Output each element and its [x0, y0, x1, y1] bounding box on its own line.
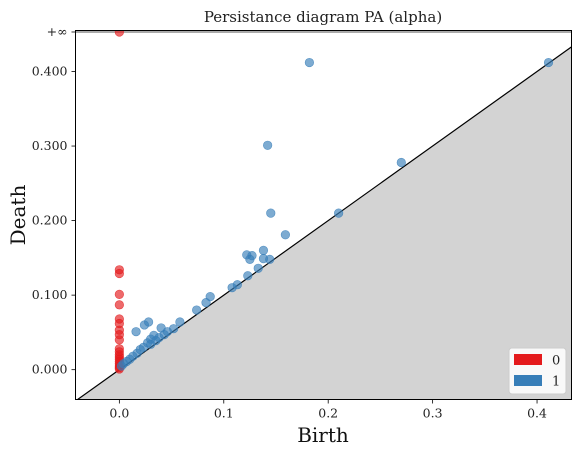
- x-tick-label-2: 0.2: [318, 406, 338, 421]
- point-series-1-29: [139, 320, 150, 330]
- axes: 0.0 0.1 0.2 0.3 0.4 0.000 0.100 0.200 0.300 0.400…: [32, 24, 547, 421]
- x-tick-label-3: 0.3: [423, 406, 443, 421]
- point-series-0-2: [114, 268, 124, 279]
- point-series-1-10: [245, 254, 255, 264]
- point-series-0-0: [114, 30, 124, 37]
- y-tick-label-0: 0.000: [32, 362, 68, 377]
- point-series-1-7: [258, 245, 269, 256]
- legend-label-1: 1: [552, 375, 560, 390]
- point-series-1-18: [201, 297, 211, 308]
- x-tick-label-4: 0.4: [527, 406, 547, 421]
- point-series-1-14: [243, 271, 253, 281]
- point-series-1-1: [543, 57, 554, 68]
- point-series-1-0: [304, 57, 315, 68]
- plot-frame: [75, 30, 572, 400]
- legend-label-0: 0: [552, 354, 560, 369]
- point-series-1-39: [116, 361, 127, 371]
- point-series-1-41: [146, 339, 156, 349]
- point-series-1-20: [175, 317, 185, 327]
- point-series-1-5: [334, 208, 344, 218]
- point-series-0-9: [114, 335, 124, 345]
- y-tick-label-infinity: +∞: [47, 24, 68, 39]
- chart-title: Persistance diagram PA (alpha): [204, 8, 442, 26]
- legend-swatch-0: [514, 354, 542, 365]
- point-series-1-2: [263, 140, 273, 150]
- point-series-1-12: [265, 254, 275, 264]
- y-tick-label-2: 0.200: [32, 213, 68, 228]
- x-tick-label-1: 0.1: [214, 406, 234, 421]
- point-series-1-19: [192, 305, 202, 315]
- point-series-1-3: [396, 157, 406, 168]
- plot-area: [75, 30, 572, 400]
- legend: 0 1: [508, 347, 567, 395]
- x-axis-label: Birth: [297, 423, 349, 447]
- point-series-0-3: [114, 289, 124, 299]
- y-axis-label: Death: [6, 185, 30, 246]
- plot-clip-group: [75, 30, 572, 400]
- x-tick-label-0: 0.0: [109, 406, 129, 421]
- point-series-1-4: [266, 208, 276, 218]
- point-series-1-16: [227, 283, 237, 293]
- point-series-0-4: [114, 300, 124, 310]
- point-series-1-13: [253, 263, 263, 273]
- legend-swatch-1: [514, 375, 542, 386]
- y-tick-label-4: 0.400: [32, 64, 68, 79]
- point-series-1-6: [280, 230, 290, 240]
- point-series-1-30: [131, 327, 141, 337]
- y-tick-label-3: 0.300: [32, 138, 68, 153]
- y-tick-label-1: 0.100: [32, 287, 68, 302]
